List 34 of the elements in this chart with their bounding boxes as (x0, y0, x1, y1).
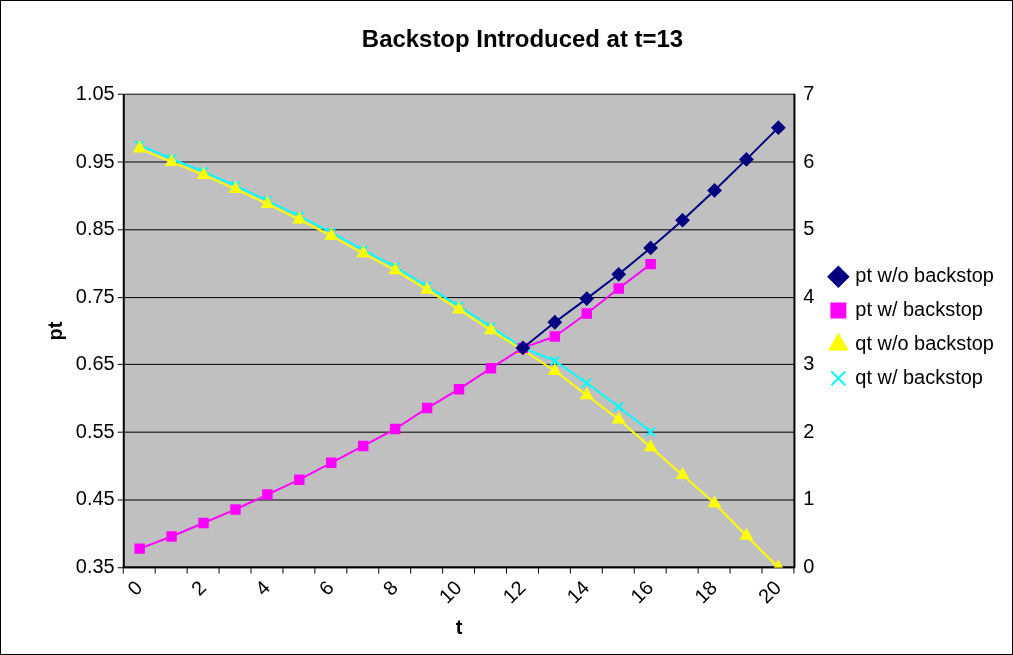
y2-tick-label: 6 (803, 149, 815, 172)
y-tick-label: 0.45 (75, 487, 115, 510)
legend-label: qt w/o backstop (855, 331, 994, 354)
y-tick-label: 0.35 (75, 555, 115, 578)
legend-label: pt w/o backstop (855, 264, 994, 287)
y-tick-label: 0.65 (75, 352, 115, 375)
x-tick-label: 6 (314, 576, 338, 600)
y2-tick-label: 4 (803, 284, 815, 307)
y-tick-label: 0.85 (75, 217, 115, 240)
y-tick-label: 0.55 (75, 419, 115, 442)
y2-tick-label: 0 (803, 555, 815, 578)
y2-tick-label: 3 (803, 352, 815, 375)
x-axis-title: t (455, 615, 463, 638)
y-tick-label: 0.95 (75, 149, 115, 172)
x-tick-label: 20 (753, 576, 786, 608)
y-tick-label: 0.75 (75, 284, 115, 307)
x-tick-label: 10 (434, 576, 466, 608)
x-tick-label: 18 (689, 576, 722, 608)
x-tick-label: 8 (378, 576, 402, 600)
legend-label: qt w/ backstop (855, 365, 983, 388)
y2-tick-label: 2 (803, 419, 815, 442)
x-tick-label: 4 (250, 576, 275, 600)
x-tick-label: 16 (626, 576, 658, 608)
y2-tick-label: 5 (803, 217, 815, 240)
y2-tick-label: 1 (803, 487, 815, 510)
y2-tick-label: 7 (803, 82, 815, 105)
legend-label: pt w/ backstop (855, 298, 983, 321)
x-tick-label: 14 (562, 576, 594, 608)
x-tick-label: 12 (498, 576, 530, 608)
y-axis-title: pt (44, 321, 67, 341)
chart-title: Backstop Introduced at t=13 (361, 24, 684, 52)
x-tick-label: 0 (122, 576, 147, 600)
y-tick-label: 1.05 (75, 82, 115, 105)
x-tick-label: 2 (186, 576, 211, 600)
